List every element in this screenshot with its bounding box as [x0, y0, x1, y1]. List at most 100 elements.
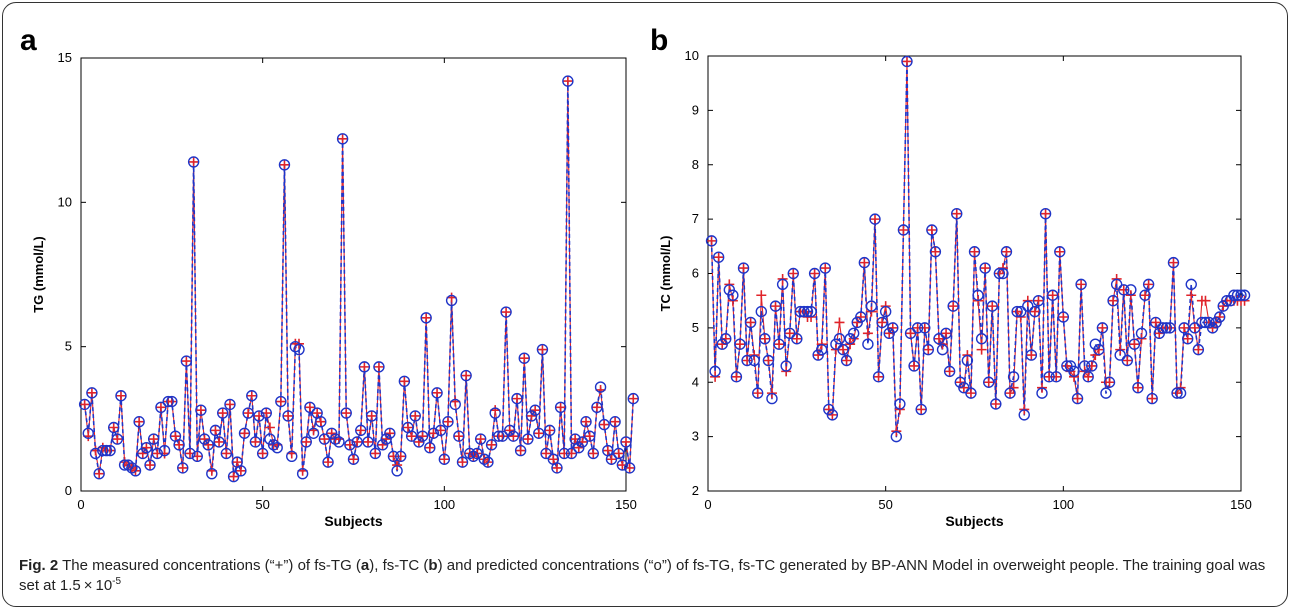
- y-tick-label-b: 10: [685, 48, 699, 63]
- predicted-point-a: [111, 433, 124, 445]
- measured-point-b: [1026, 350, 1037, 361]
- x-tick-label-b: 150: [1230, 497, 1252, 512]
- predicted-point-a: [249, 436, 262, 448]
- measured-point-a: [522, 434, 533, 445]
- predicted-point-a: [300, 436, 312, 448]
- predicted-point-a: [467, 450, 480, 463]
- predicted-point-b: [1022, 300, 1034, 312]
- predicted-point-b: [1100, 387, 1112, 399]
- x-tick-label-b: 50: [878, 497, 892, 512]
- measured-point-b: [820, 263, 831, 274]
- measured-point-b: [1143, 279, 1154, 290]
- predicted-point-a: [355, 424, 367, 437]
- measured-point-a: [210, 425, 221, 436]
- panel-label-a: a: [20, 24, 37, 57]
- x-axis-label-b: Subjects: [945, 513, 1004, 529]
- predicted-point-a: [82, 427, 94, 439]
- predicted-point-b: [936, 343, 949, 356]
- predicted-point-a: [104, 444, 116, 457]
- measured-point-a: [432, 387, 443, 398]
- predicted-point-a: [533, 427, 545, 439]
- predicted-point-a: [435, 424, 447, 437]
- predicted-point-a: [253, 410, 265, 422]
- predicted-point-b: [1057, 311, 1070, 323]
- measured-point-b: [1083, 371, 1094, 382]
- predicted-point-a: [522, 433, 534, 445]
- y-tick-label-b: 6: [692, 266, 699, 281]
- predicted-point-a: [380, 433, 392, 445]
- predicted-point-b: [1032, 294, 1045, 307]
- caption-panel-a: a: [360, 557, 370, 574]
- measured-point-a: [115, 390, 126, 401]
- y-tick-label-a: 5: [65, 339, 72, 354]
- predicted-point-a: [191, 450, 203, 463]
- predicted-point-a: [431, 387, 443, 399]
- measured-point-a: [591, 402, 602, 413]
- plot-area-a: [80, 57, 627, 492]
- measured-point-b: [752, 388, 763, 399]
- measured-point-b: [930, 246, 941, 257]
- measured-point-a: [224, 399, 235, 410]
- predicted-point-b: [986, 300, 998, 312]
- measured-point-a: [410, 410, 421, 421]
- measured-point-b: [983, 377, 994, 388]
- predicted-point-b: [816, 343, 828, 356]
- predicted-point-a: [147, 433, 160, 445]
- predicted-point-a: [173, 439, 185, 451]
- measured-point-a: [239, 428, 250, 439]
- measured-point-b: [1150, 317, 1161, 328]
- predicted-point-b: [1096, 322, 1109, 334]
- measured-point-a: [312, 408, 323, 419]
- predicted-point-a: [500, 306, 512, 318]
- predicted-point-a: [376, 439, 389, 451]
- predicted-point-b: [1192, 343, 1205, 356]
- predicted-point-a: [507, 430, 520, 442]
- measured-point-b: [1104, 377, 1115, 388]
- measured-point-a: [94, 468, 105, 479]
- caption-panel-b: b: [428, 557, 438, 574]
- predicted-point-b: [787, 267, 799, 280]
- measured-point-a: [148, 434, 159, 445]
- predicted-point-a: [115, 390, 127, 402]
- predicted-point-a: [118, 459, 131, 471]
- measured-point-b: [1097, 322, 1108, 333]
- measured-point-b: [965, 388, 976, 399]
- measured-point-a: [403, 422, 413, 433]
- predicted-point-a: [246, 390, 258, 402]
- predicted-point-b: [933, 333, 945, 345]
- predicted-point-a: [271, 442, 283, 454]
- measured-point-a: [246, 390, 257, 401]
- measured-point-b: [788, 268, 799, 279]
- predicted-point-a: [358, 361, 371, 373]
- predicted-point-a: [166, 395, 178, 408]
- measured-point-a: [551, 462, 562, 473]
- predicted-point-b: [705, 235, 718, 247]
- measured-point-a: [588, 448, 599, 459]
- measured-point-b: [1072, 393, 1083, 404]
- predicted-point-b: [709, 365, 721, 378]
- predicted-point-b: [1054, 246, 1066, 258]
- predicted-point-b: [1078, 360, 1091, 372]
- predicted-point-b: [1039, 207, 1052, 220]
- predicted-point-b: [926, 224, 938, 236]
- predicted-point-b: [972, 289, 984, 301]
- predicted-point-b: [744, 316, 757, 329]
- predicted-point-b: [890, 430, 903, 443]
- predicted-point-b: [901, 55, 913, 68]
- y-tick-label-b: 7: [692, 211, 699, 226]
- measured-point-a: [501, 307, 512, 318]
- predicted-point-a: [89, 447, 102, 460]
- measured-point-a: [257, 448, 268, 459]
- measured-point-a: [86, 387, 97, 398]
- measured-point-a: [341, 408, 352, 419]
- measured-point-a: [628, 393, 639, 404]
- predicted-point-a: [158, 444, 171, 457]
- predicted-point-a: [369, 447, 381, 460]
- predicted-point-b: [993, 267, 1006, 280]
- predicted-point-a: [504, 424, 516, 437]
- predicted-point-a: [445, 294, 458, 307]
- predicted-point-b: [784, 327, 796, 340]
- measured-point-b: [923, 344, 934, 355]
- x-tick-label-b: 100: [1052, 497, 1074, 512]
